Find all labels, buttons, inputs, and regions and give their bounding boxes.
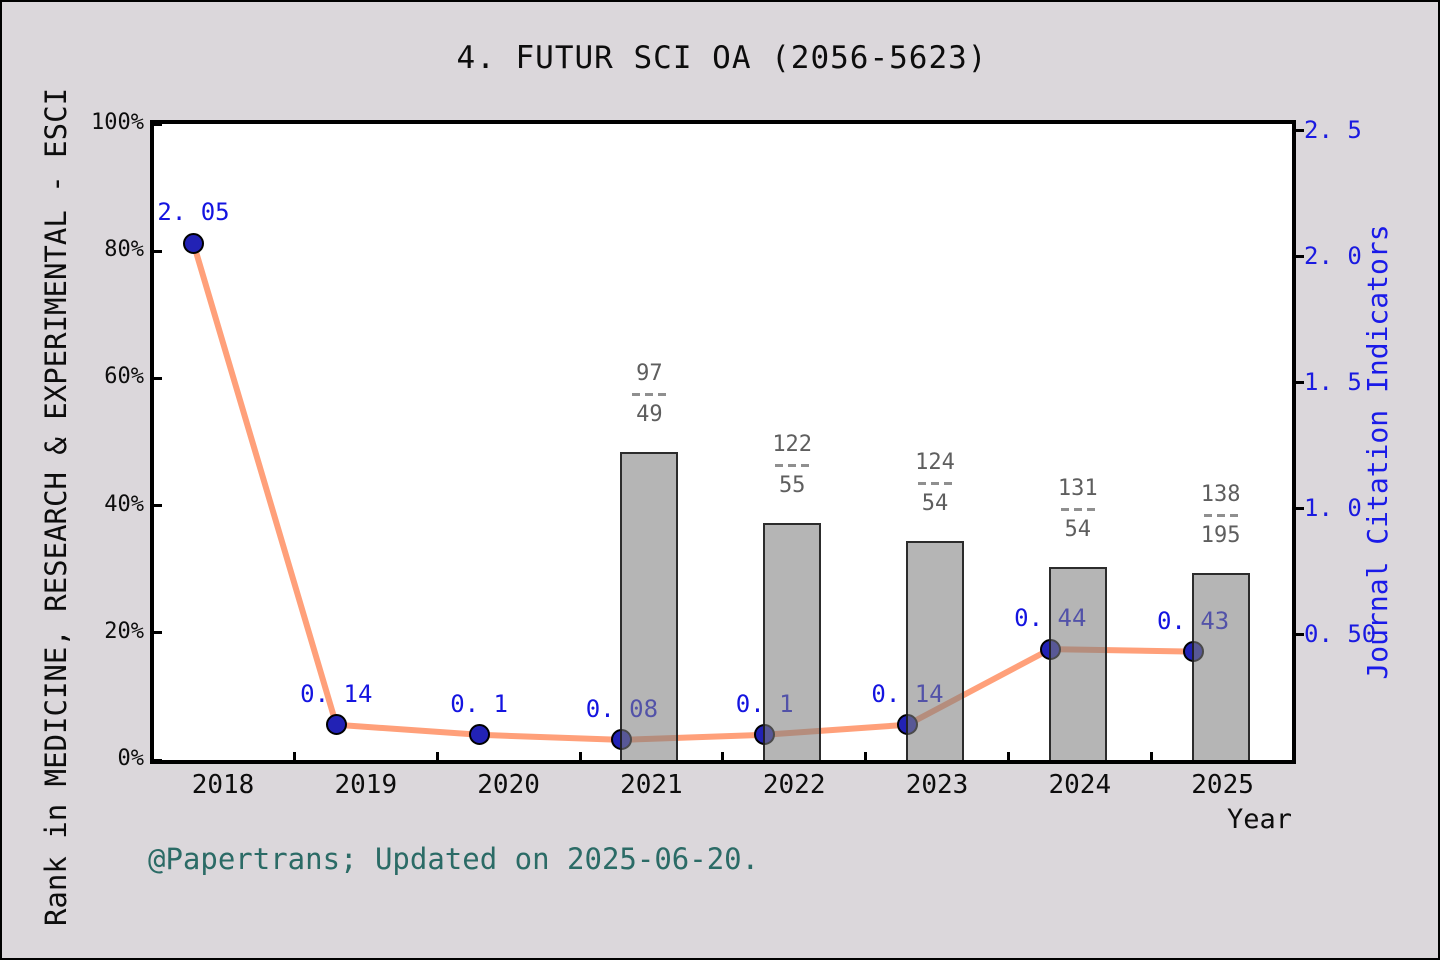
fraction-numerator: 97 — [636, 360, 663, 386]
y-left-tick-label: 20% — [104, 618, 144, 644]
x-minor-tick — [721, 752, 725, 760]
bar-fraction-label-2023: 124 54 — [875, 449, 995, 518]
fraction-denominator: 54 — [1064, 516, 1092, 542]
y-left-tick — [154, 249, 162, 253]
y-right-tick — [1296, 506, 1304, 510]
fraction-denominator: 49 — [636, 401, 663, 427]
x-tick-label: 2024 — [1048, 770, 1112, 800]
jci-line-path — [190, 240, 1197, 743]
bar-fraction-label-2024: 131 54 — [1018, 475, 1138, 544]
y-left-tick — [154, 122, 162, 126]
fraction-numerator: 131 — [1057, 475, 1098, 501]
y-right-tick-label: 1. 5 — [1304, 368, 1362, 396]
y-left-tick-label: 80% — [104, 237, 144, 263]
bar-2023 — [906, 540, 964, 760]
y-left-tick — [154, 758, 162, 762]
fraction-divider — [1060, 507, 1095, 511]
y-right-tick — [1296, 632, 1304, 636]
x-tick-label: 2023 — [905, 770, 969, 800]
x-minor-tick — [578, 752, 582, 760]
y-left-tick — [154, 631, 162, 635]
x-minor-tick — [435, 752, 439, 760]
x-tick-label: 2025 — [1191, 770, 1254, 800]
bar-2022 — [763, 522, 822, 760]
x-minor-tick — [292, 752, 296, 760]
bar-fraction-label-2021: 97 49 — [589, 360, 709, 429]
data-point-label-2018: 2. 05 — [157, 198, 230, 227]
fraction-numerator: 138 — [1200, 482, 1241, 508]
data-point-dot-2020 — [468, 724, 490, 746]
fraction-numerator: 122 — [772, 431, 813, 457]
bar-fraction-label-2025: 138 195 — [1161, 481, 1281, 550]
data-point-dot-2019 — [325, 714, 347, 736]
y-right-tick-label: 2. 5 — [1304, 116, 1362, 144]
jci-line-series — [190, 240, 1197, 743]
fraction-denominator: 54 — [921, 490, 949, 516]
bar-2025 — [1191, 573, 1250, 760]
y-right-tick-label: 2. 0 — [1304, 242, 1362, 270]
x-minor-tick — [864, 752, 868, 760]
x-axis-title: Year — [1226, 804, 1292, 835]
y-left-tick-label: 100% — [91, 110, 144, 135]
x-tick-label: 2021 — [620, 770, 683, 800]
y-left-tick-label: 40% — [104, 491, 144, 517]
data-point-label-2019: 0. 14 — [300, 679, 373, 708]
fraction-divider — [632, 392, 667, 396]
y-left-tick — [154, 376, 162, 380]
bar-2024 — [1048, 566, 1107, 760]
fraction-divider — [775, 463, 810, 467]
footer-note: @Papertrans; Updated on 2025-06-20. — [148, 842, 760, 876]
y-right-tick — [1296, 128, 1304, 132]
y-right-tick-label: 1. 0 — [1304, 494, 1362, 522]
chart-title: 4. FUTUR SCI OA (2056-5623) — [456, 40, 988, 76]
y-right-tick — [1296, 380, 1304, 384]
x-tick-label: 2020 — [477, 770, 540, 800]
x-minor-tick — [1006, 752, 1010, 760]
data-point-label-2020: 0. 1 — [450, 689, 508, 718]
y-right-tick — [1296, 254, 1304, 258]
bar-fraction-label-2022: 122 55 — [732, 431, 852, 500]
bar-2021 — [620, 451, 679, 760]
fraction-denominator: 195 — [1200, 523, 1241, 549]
fraction-divider — [1203, 514, 1238, 518]
fraction-divider — [918, 481, 952, 485]
y-left-tick-label: 60% — [104, 364, 144, 390]
y-left-tick — [154, 504, 162, 508]
x-tick-label: 2018 — [191, 770, 255, 800]
x-tick-label: 2019 — [334, 770, 398, 800]
y-right-tick-label: 0. 50 — [1304, 620, 1377, 648]
fraction-numerator: 124 — [915, 449, 955, 475]
x-tick-label: 2022 — [762, 770, 826, 800]
data-point-dot-2018 — [183, 232, 204, 254]
fraction-denominator: 55 — [778, 472, 806, 498]
y-left-tick-label: 0% — [117, 746, 145, 771]
x-minor-tick — [1149, 752, 1153, 760]
